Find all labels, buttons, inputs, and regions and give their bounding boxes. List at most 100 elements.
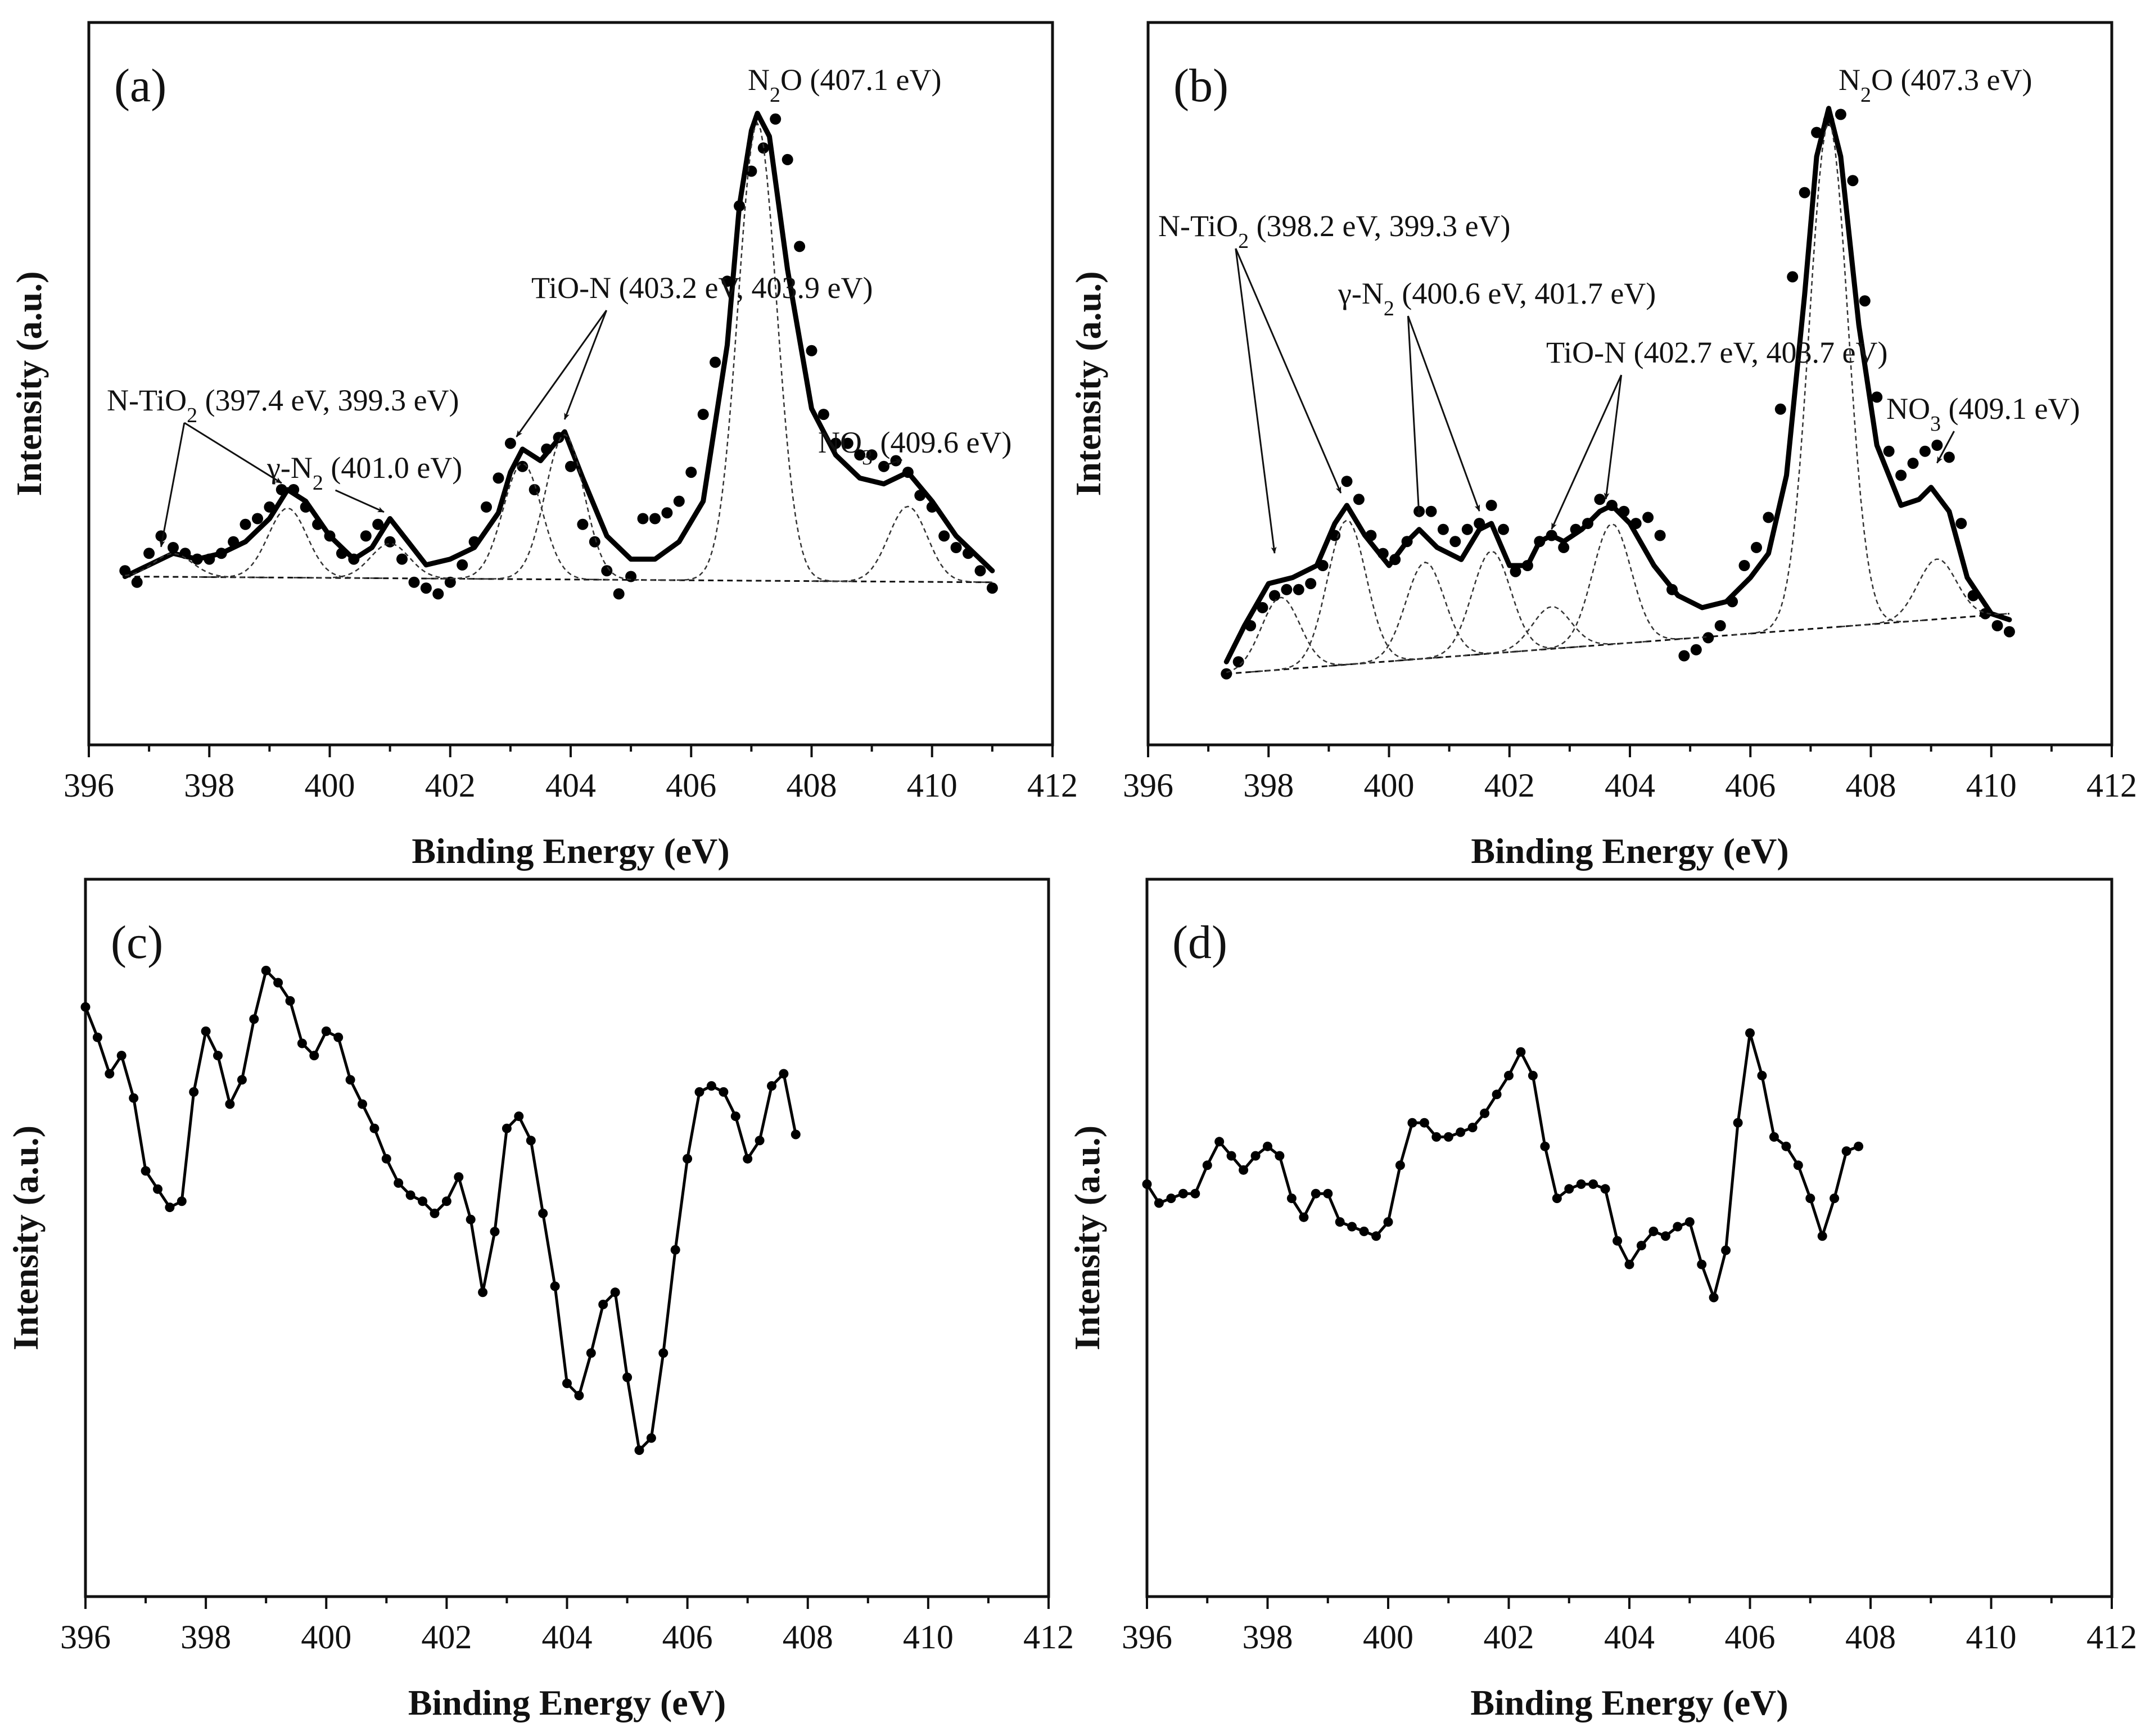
x-tick-label: 408 xyxy=(1846,767,1896,804)
component-peak xyxy=(811,505,992,584)
data-point xyxy=(1419,1118,1429,1128)
data-point xyxy=(1919,445,1931,457)
fitted-envelope-line xyxy=(122,111,995,579)
x-tick-label: 396 xyxy=(1123,767,1173,804)
data-point xyxy=(1178,1188,1188,1199)
data-point xyxy=(381,1154,391,1164)
data-point xyxy=(1793,1160,1803,1170)
peak-annotation: TiO-N (403.2 eV, 403.9 eV) xyxy=(531,271,873,305)
data-point xyxy=(1558,541,1570,553)
chart-panel-c: 396 398 400 402 404 406 408 410 412 Binding Energ… xyxy=(6,878,1074,1723)
data-point xyxy=(1697,1259,1707,1269)
x-tick-label: 400 xyxy=(1364,767,1415,804)
x-tick-label: 412 xyxy=(1027,767,1078,804)
data-point xyxy=(430,1208,440,1218)
data-point xyxy=(649,513,661,525)
data-point xyxy=(719,1087,729,1097)
data-point xyxy=(1781,1141,1791,1151)
data-point xyxy=(1943,451,1955,463)
data-point xyxy=(1190,1188,1200,1199)
annotation-arrow xyxy=(159,422,186,548)
data-point xyxy=(201,1026,211,1036)
data-point xyxy=(1540,1141,1550,1151)
data-point xyxy=(1299,1212,1309,1222)
x-tick-label: 412 xyxy=(2086,1619,2137,1656)
data-point xyxy=(1239,1165,1249,1175)
x-tick-label: 404 xyxy=(545,767,596,804)
data-point xyxy=(610,1287,620,1298)
annotation-arrow xyxy=(1407,315,1480,512)
plot-frame xyxy=(84,878,1050,1598)
data-point xyxy=(321,1026,331,1036)
data-point xyxy=(1269,590,1280,602)
data-point xyxy=(1383,1217,1393,1227)
plot-frame xyxy=(1146,21,2113,747)
chart-panel-b: 396 398 400 402 404 406 408 410 412 Binding Energ… xyxy=(1068,21,2137,871)
data-point xyxy=(1854,1141,1864,1151)
data-point xyxy=(526,1136,536,1146)
data-point xyxy=(658,1348,669,1358)
data-point xyxy=(116,1051,127,1061)
data-point xyxy=(493,472,504,484)
peak-annotation: γ-N2 (401.0 eV) xyxy=(267,451,462,495)
data-point xyxy=(755,1136,765,1146)
data-point xyxy=(1552,1194,1562,1204)
data-point xyxy=(1311,1188,1321,1199)
x-tick-label: 412 xyxy=(1023,1619,1074,1656)
data-point xyxy=(1690,644,1702,655)
x-tick-label: 408 xyxy=(787,767,837,804)
component-peak xyxy=(468,433,661,581)
data-point xyxy=(710,356,721,368)
peak-annotation: N-TiO2 (397.4 eV, 399.3 eV) xyxy=(107,383,459,427)
x-axis-label: Binding Energy (eV) xyxy=(1471,831,1788,871)
data-point xyxy=(225,1099,235,1109)
spectrum-line xyxy=(84,969,797,1452)
data-point xyxy=(1702,632,1714,644)
data-point xyxy=(1407,1118,1417,1128)
data-point xyxy=(273,978,283,988)
data-point xyxy=(1371,1231,1381,1241)
data-point xyxy=(129,1093,139,1103)
data-point xyxy=(779,1069,789,1079)
data-point xyxy=(1467,1123,1478,1133)
data-point xyxy=(791,1129,801,1140)
peak-annotation: TiO-N (402.7 eV, 403.7 eV) xyxy=(1546,336,1888,369)
data-point xyxy=(394,1178,404,1188)
annotation-arrow xyxy=(886,459,903,466)
component-peak xyxy=(1395,550,1588,662)
data-point xyxy=(1907,458,1919,469)
data-point xyxy=(1787,271,1799,283)
data-point xyxy=(502,1123,512,1133)
data-point xyxy=(240,518,251,530)
data-point xyxy=(1504,1070,1514,1081)
x-tick-label: 402 xyxy=(1484,1619,1534,1656)
data-point xyxy=(285,996,295,1006)
data-point xyxy=(131,576,143,588)
annotation-arrow xyxy=(1604,374,1623,500)
data-point xyxy=(1341,476,1353,487)
data-point xyxy=(1431,1132,1442,1142)
annotation-arrow xyxy=(1407,315,1422,518)
data-point xyxy=(550,1281,560,1291)
data-point xyxy=(1456,1127,1466,1137)
panel-label: (c) xyxy=(111,916,163,969)
x-tick-label: 408 xyxy=(783,1619,833,1656)
data-point xyxy=(670,1245,680,1255)
data-point xyxy=(1347,1222,1357,1232)
component-peak xyxy=(1732,120,1926,636)
data-point xyxy=(1624,1259,1634,1269)
data-point xyxy=(517,460,529,472)
component-peak xyxy=(293,542,486,580)
y-axis-label: Intensity (a.u.) xyxy=(1068,271,1108,496)
x-tick-label: 404 xyxy=(1605,767,1655,804)
data-point xyxy=(1871,391,1883,403)
data-point xyxy=(1678,650,1690,662)
data-point xyxy=(565,460,576,472)
spectrum-line xyxy=(1145,1032,1859,1299)
data-point xyxy=(418,1196,428,1206)
data-point xyxy=(408,576,420,588)
data-point xyxy=(1425,505,1437,517)
data-point xyxy=(1673,1222,1683,1232)
panel-label: (b) xyxy=(1173,60,1228,112)
